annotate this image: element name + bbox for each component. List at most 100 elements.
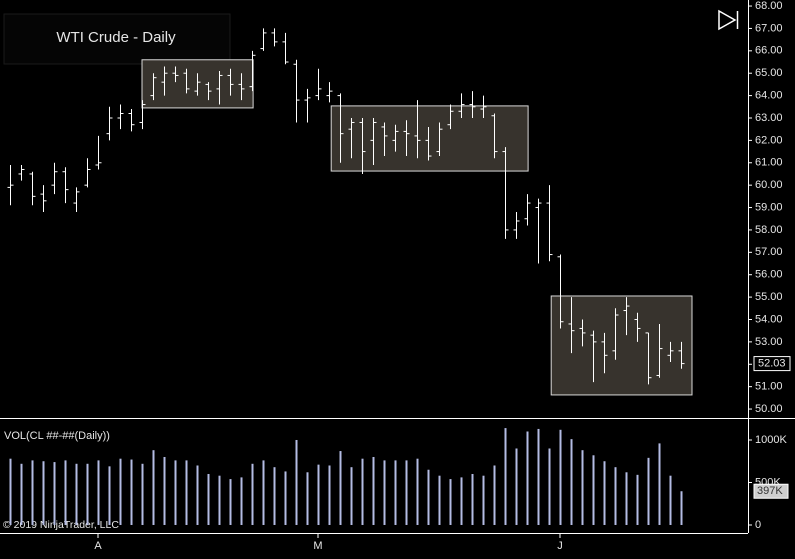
ohlc-bar bbox=[667, 341, 674, 363]
volume-bar bbox=[603, 461, 606, 525]
ohlc-bar bbox=[337, 93, 344, 163]
volume-bar bbox=[317, 464, 320, 525]
y-tick-label: 59.00 bbox=[755, 201, 783, 213]
chart-title: WTI Crude - Daily bbox=[56, 29, 176, 46]
ohlc-bar bbox=[634, 312, 641, 342]
ohlc-bar bbox=[260, 28, 267, 51]
ohlc-bar bbox=[535, 198, 542, 264]
ohlc-bar bbox=[227, 68, 234, 96]
ohlc-bar bbox=[601, 332, 608, 374]
y-tick-label: 54.00 bbox=[755, 313, 783, 325]
y-tick-label: 63.00 bbox=[755, 112, 783, 124]
volume-bar bbox=[658, 443, 661, 525]
volume-bar bbox=[394, 460, 397, 525]
ohlc-bar bbox=[95, 135, 102, 170]
ohlc-bar bbox=[381, 122, 388, 157]
volume-bar bbox=[152, 450, 155, 525]
ohlc-bar bbox=[590, 330, 597, 383]
volume-bar bbox=[614, 467, 617, 525]
ohlc-bar bbox=[205, 82, 212, 101]
ohlc-bar bbox=[469, 91, 476, 118]
y-tick-label: 61.00 bbox=[755, 157, 783, 169]
volume-bar bbox=[372, 456, 375, 525]
volume-bar bbox=[108, 466, 111, 525]
range-box bbox=[330, 105, 529, 172]
volume-bar bbox=[207, 473, 210, 525]
x-tick-label: J bbox=[557, 540, 563, 552]
ohlc-bar bbox=[216, 70, 223, 105]
y-tick-label: 51.00 bbox=[755, 381, 783, 393]
ohlc-bar bbox=[656, 323, 663, 378]
x-tick-label: M bbox=[313, 540, 322, 552]
y-tick-label: 64.00 bbox=[755, 90, 783, 102]
volume-bar bbox=[284, 471, 287, 525]
play-triangle[interactable] bbox=[718, 9, 737, 31]
ohlc-bar bbox=[491, 113, 498, 159]
last-volume-label: 397K bbox=[757, 485, 783, 497]
volume-bar bbox=[42, 461, 45, 525]
last-volume-box bbox=[753, 483, 789, 499]
y-tick-label: 65.00 bbox=[755, 67, 783, 79]
volume-bar bbox=[306, 472, 309, 525]
volume-bar bbox=[9, 458, 12, 525]
volume-bar bbox=[427, 469, 430, 525]
ohlc-bar bbox=[238, 73, 245, 101]
ohlc-bar bbox=[458, 93, 465, 118]
volume-bar bbox=[196, 465, 199, 525]
ohlc-bar bbox=[623, 297, 630, 336]
volume-bar bbox=[240, 477, 243, 525]
ohlc-bar bbox=[161, 66, 168, 96]
volume-bar bbox=[416, 458, 419, 525]
volume-bar bbox=[229, 479, 232, 525]
play-icon[interactable] bbox=[718, 9, 739, 31]
last-price-label: 52.03 bbox=[758, 358, 786, 370]
volume-bar bbox=[31, 460, 34, 525]
volume-bar bbox=[504, 428, 507, 525]
volume-bar bbox=[625, 472, 628, 525]
ohlc-bar bbox=[62, 167, 69, 204]
y-tick-label: 57.00 bbox=[755, 246, 783, 258]
volume-bar bbox=[141, 463, 144, 525]
ohlc-bar bbox=[84, 158, 91, 188]
y-tick-label: 62.00 bbox=[755, 134, 783, 146]
volume-bar bbox=[559, 429, 562, 525]
ohlc-bar bbox=[425, 126, 432, 161]
volume-bar bbox=[449, 479, 452, 525]
y-tick-label: 68.00 bbox=[755, 0, 783, 12]
volume-bar bbox=[295, 439, 298, 525]
ohlc-bar bbox=[51, 162, 58, 195]
x-tick-label: A bbox=[94, 540, 102, 552]
ohlc-bar bbox=[7, 165, 14, 206]
ohlc-bar bbox=[172, 66, 179, 83]
volume-bar bbox=[438, 475, 441, 525]
ohlc-bar bbox=[447, 104, 454, 130]
volume-bar bbox=[482, 475, 485, 525]
ohlc-bar bbox=[524, 194, 531, 226]
y-tick-label: 55.00 bbox=[755, 291, 783, 303]
ohlc-bar bbox=[271, 28, 278, 47]
volume-bar bbox=[471, 473, 474, 525]
ohlc-bar bbox=[348, 117, 355, 159]
ohlc-bar bbox=[249, 50, 256, 92]
ohlc-bar bbox=[678, 341, 685, 369]
y-tick-label: 50.00 bbox=[755, 403, 783, 415]
volume-bar bbox=[251, 463, 254, 525]
ohlc-bar bbox=[436, 122, 443, 157]
y-tick-label: 53.00 bbox=[755, 336, 783, 348]
ohlc-bar bbox=[403, 120, 410, 157]
ohlc-bar bbox=[315, 68, 322, 101]
volume-bar bbox=[53, 462, 56, 525]
volume-bar bbox=[64, 460, 67, 525]
y-tick-label: 66.00 bbox=[755, 45, 783, 57]
ohlc-bar bbox=[359, 117, 366, 174]
volume-bar bbox=[185, 460, 188, 525]
ohlc-bar bbox=[513, 212, 520, 239]
ohlc-bar bbox=[557, 254, 564, 329]
volume-bar bbox=[361, 458, 364, 525]
volume-bar bbox=[97, 460, 100, 525]
ohlc-bar bbox=[150, 73, 157, 101]
title-box bbox=[3, 13, 231, 65]
volume-bar bbox=[75, 463, 78, 525]
